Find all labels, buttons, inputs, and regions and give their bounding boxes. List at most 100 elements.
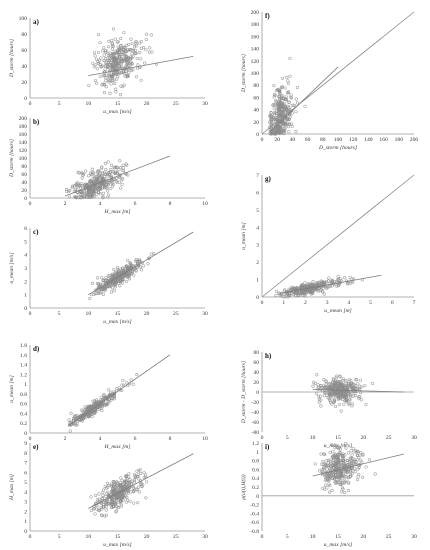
x-tick-label: 10 — [310, 534, 316, 540]
data-point — [348, 459, 352, 464]
data-point — [104, 513, 108, 517]
x-tick-label: 5 — [58, 311, 61, 317]
data-point — [325, 467, 329, 471]
data-point — [334, 458, 338, 462]
data-point — [331, 454, 335, 458]
data-point — [334, 376, 338, 380]
data-point — [85, 192, 89, 196]
x-tick-label: 30 — [411, 435, 417, 441]
data-point — [118, 481, 123, 485]
data-point — [98, 41, 102, 45]
data-point — [101, 488, 106, 492]
data-point — [109, 398, 113, 402]
data-point — [323, 478, 328, 482]
data-point — [112, 271, 117, 275]
data-point — [101, 505, 105, 509]
data-point — [137, 469, 141, 473]
data-point — [87, 174, 91, 178]
data-point — [92, 171, 96, 175]
data-point — [116, 505, 120, 510]
data-point — [322, 393, 326, 398]
data-point — [271, 127, 275, 131]
data-point — [283, 126, 287, 130]
data-point — [121, 383, 126, 387]
panel-c: 0 5 10 15 20 25 30 0 1 2 3 4 5 6 u_max [m/s] u_mean [m/… — [9, 226, 208, 325]
data-point — [121, 269, 125, 273]
data-point — [141, 264, 145, 268]
y-tick-label: 40 — [21, 64, 27, 70]
data-point — [101, 191, 105, 195]
data-point — [113, 165, 117, 170]
data-point — [139, 40, 143, 44]
data-point — [320, 469, 324, 474]
y-tick-label: 0.4 — [252, 476, 259, 482]
y-tick-label: 100 — [251, 71, 260, 77]
data-point — [321, 460, 325, 464]
data-point — [346, 402, 350, 406]
data-point — [144, 37, 148, 42]
data-point — [331, 450, 335, 454]
data-point — [124, 479, 129, 484]
data-point — [334, 392, 338, 396]
data-point — [96, 169, 100, 173]
data-point — [333, 474, 338, 478]
x-tick-label: 30 — [202, 311, 208, 317]
data-point — [329, 386, 333, 390]
data-point — [69, 411, 73, 415]
x-tick-label: 6 — [134, 436, 137, 442]
x-tick-label: 6 — [134, 201, 137, 207]
data-point — [277, 131, 282, 135]
data-point — [94, 172, 98, 176]
y-tick-label: 7 — [24, 461, 27, 467]
data-point — [85, 413, 89, 417]
data-point — [111, 72, 115, 77]
data-point — [322, 390, 327, 394]
data-point — [292, 103, 296, 107]
data-point — [336, 277, 340, 281]
data-point — [127, 480, 132, 484]
data-point — [107, 39, 111, 43]
data-point — [331, 455, 335, 459]
data-point — [278, 293, 282, 298]
data-point — [113, 283, 117, 288]
data-point — [84, 169, 88, 173]
data-point — [109, 390, 113, 394]
data-point — [101, 292, 105, 296]
data-point — [118, 279, 122, 283]
data-point — [348, 460, 352, 464]
data-point — [350, 453, 354, 457]
data-point — [139, 471, 143, 475]
data-point — [110, 44, 115, 49]
data-point — [108, 170, 113, 174]
data-point — [120, 52, 124, 57]
y-tick-label: 6 — [256, 190, 259, 196]
data-point — [124, 55, 128, 59]
data-point — [339, 461, 343, 465]
y-tick-label: 3 — [24, 500, 27, 506]
y-tick-label: 2 — [24, 279, 27, 285]
data-point — [319, 398, 323, 402]
data-point — [285, 75, 289, 79]
data-point — [128, 499, 132, 503]
data-point — [96, 282, 101, 286]
data-point — [344, 381, 348, 385]
data-point — [117, 167, 121, 172]
data-point — [149, 33, 153, 37]
data-point — [93, 512, 97, 516]
y-tick-label: 40 — [253, 108, 259, 114]
panel-label: c) — [33, 228, 39, 236]
x-tick-label: 0 — [261, 300, 264, 306]
data-point — [110, 499, 114, 504]
trend-line — [64, 155, 171, 197]
y-tick-label: 0 — [256, 390, 259, 396]
x-tick-label: 0 — [261, 137, 264, 143]
data-point — [138, 41, 142, 45]
data-point — [109, 290, 113, 294]
data-point — [94, 57, 99, 61]
data-point — [131, 55, 135, 59]
data-point — [336, 470, 340, 474]
trend-line — [312, 453, 404, 477]
x-tick-label: 5 — [58, 101, 61, 107]
data-point — [276, 119, 280, 123]
data-point — [152, 251, 156, 255]
